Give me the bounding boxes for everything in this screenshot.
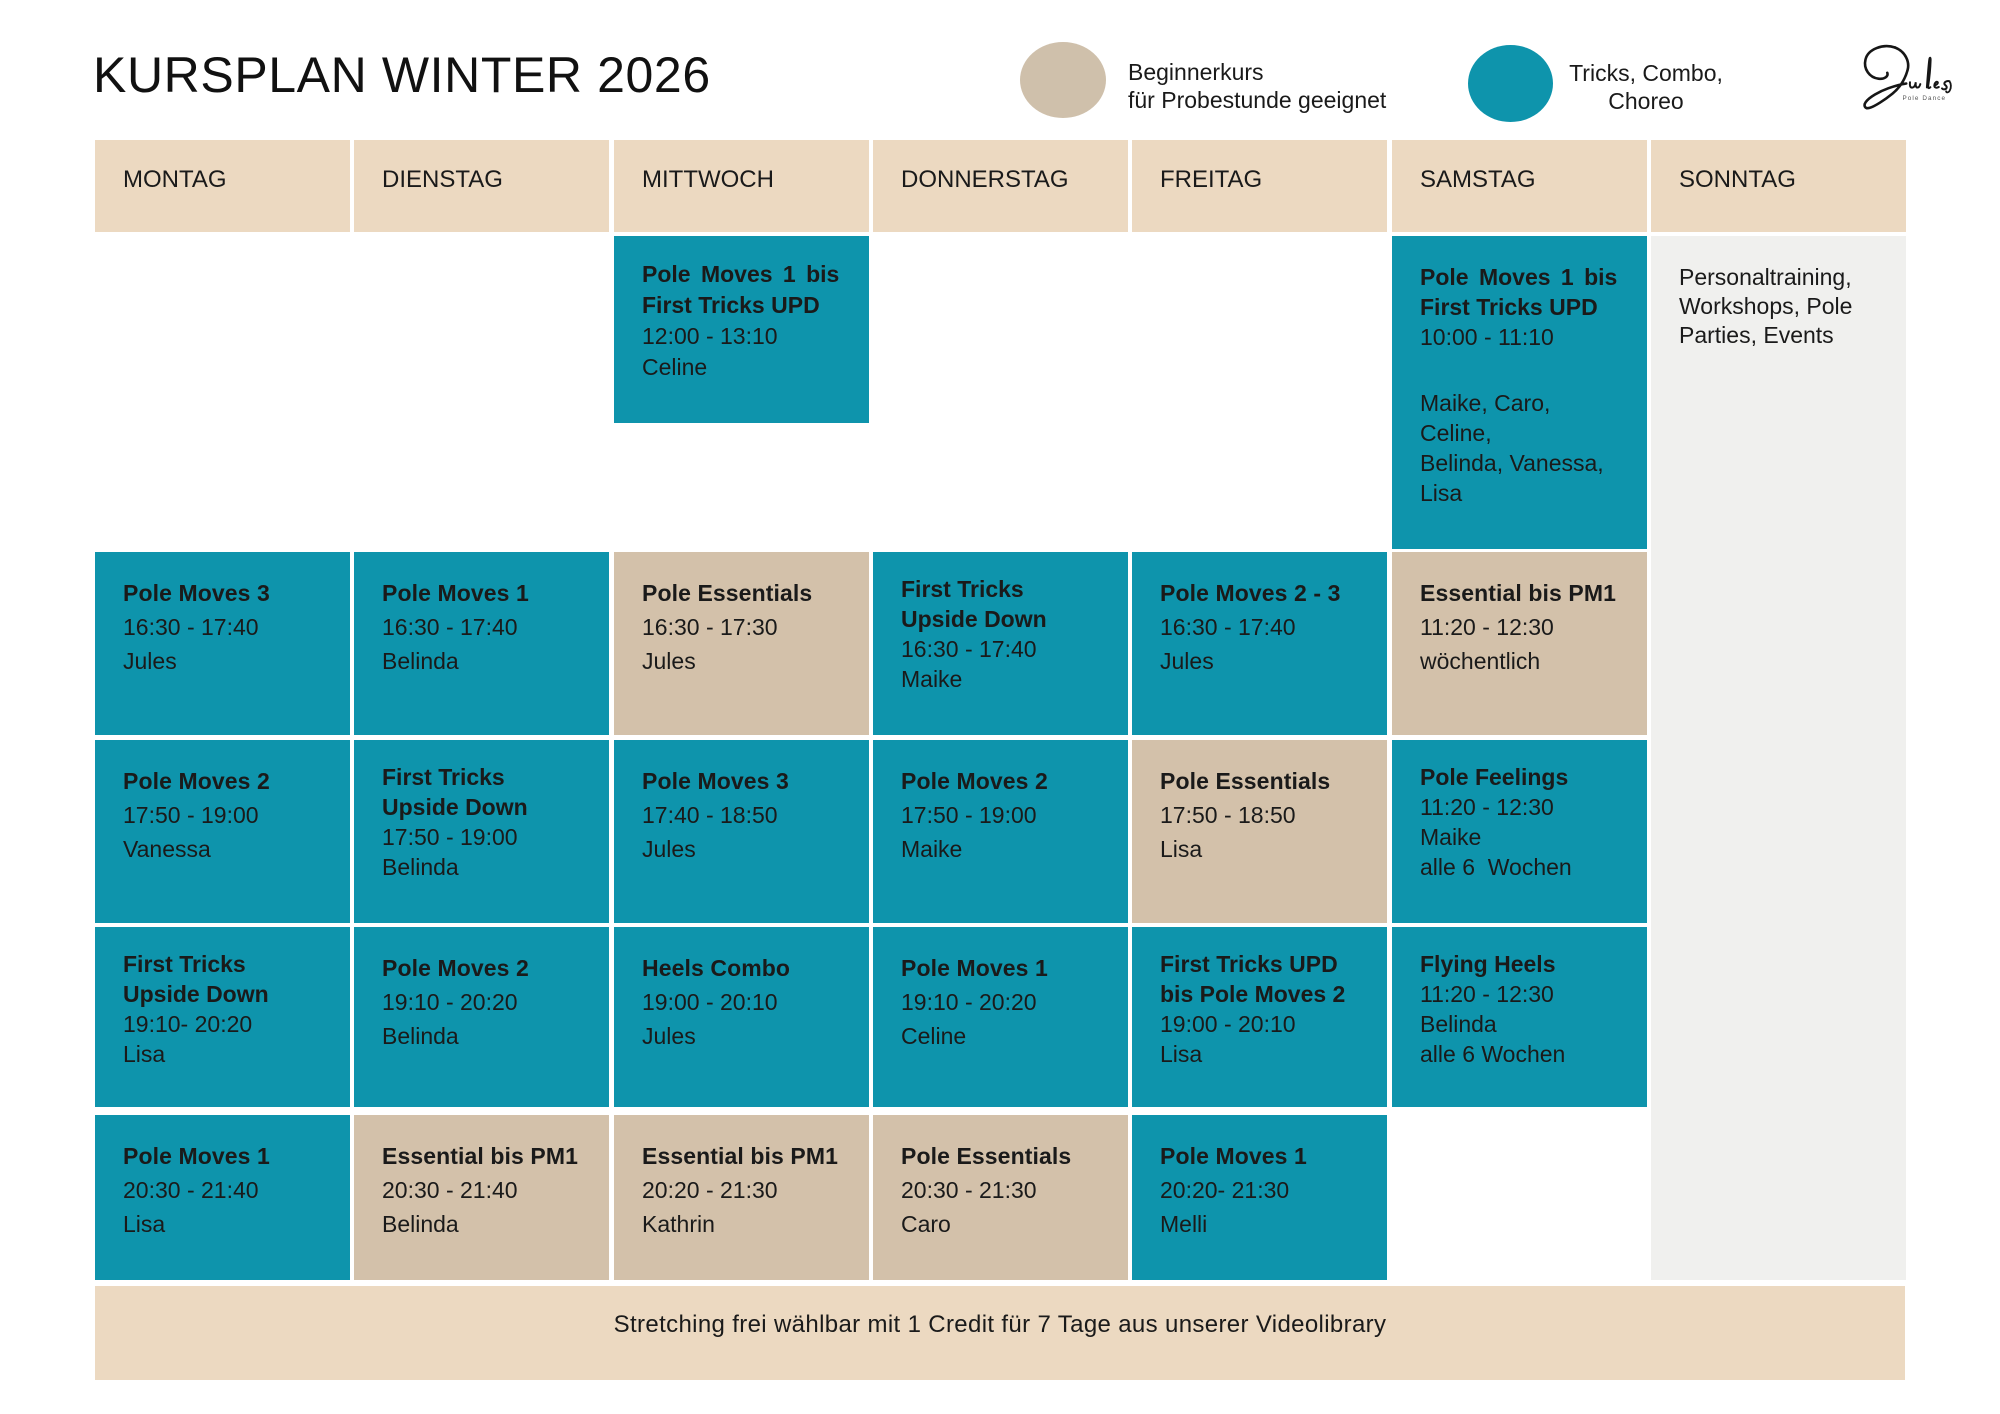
svg-text:Pole Dance: Pole Dance xyxy=(1903,95,1947,102)
